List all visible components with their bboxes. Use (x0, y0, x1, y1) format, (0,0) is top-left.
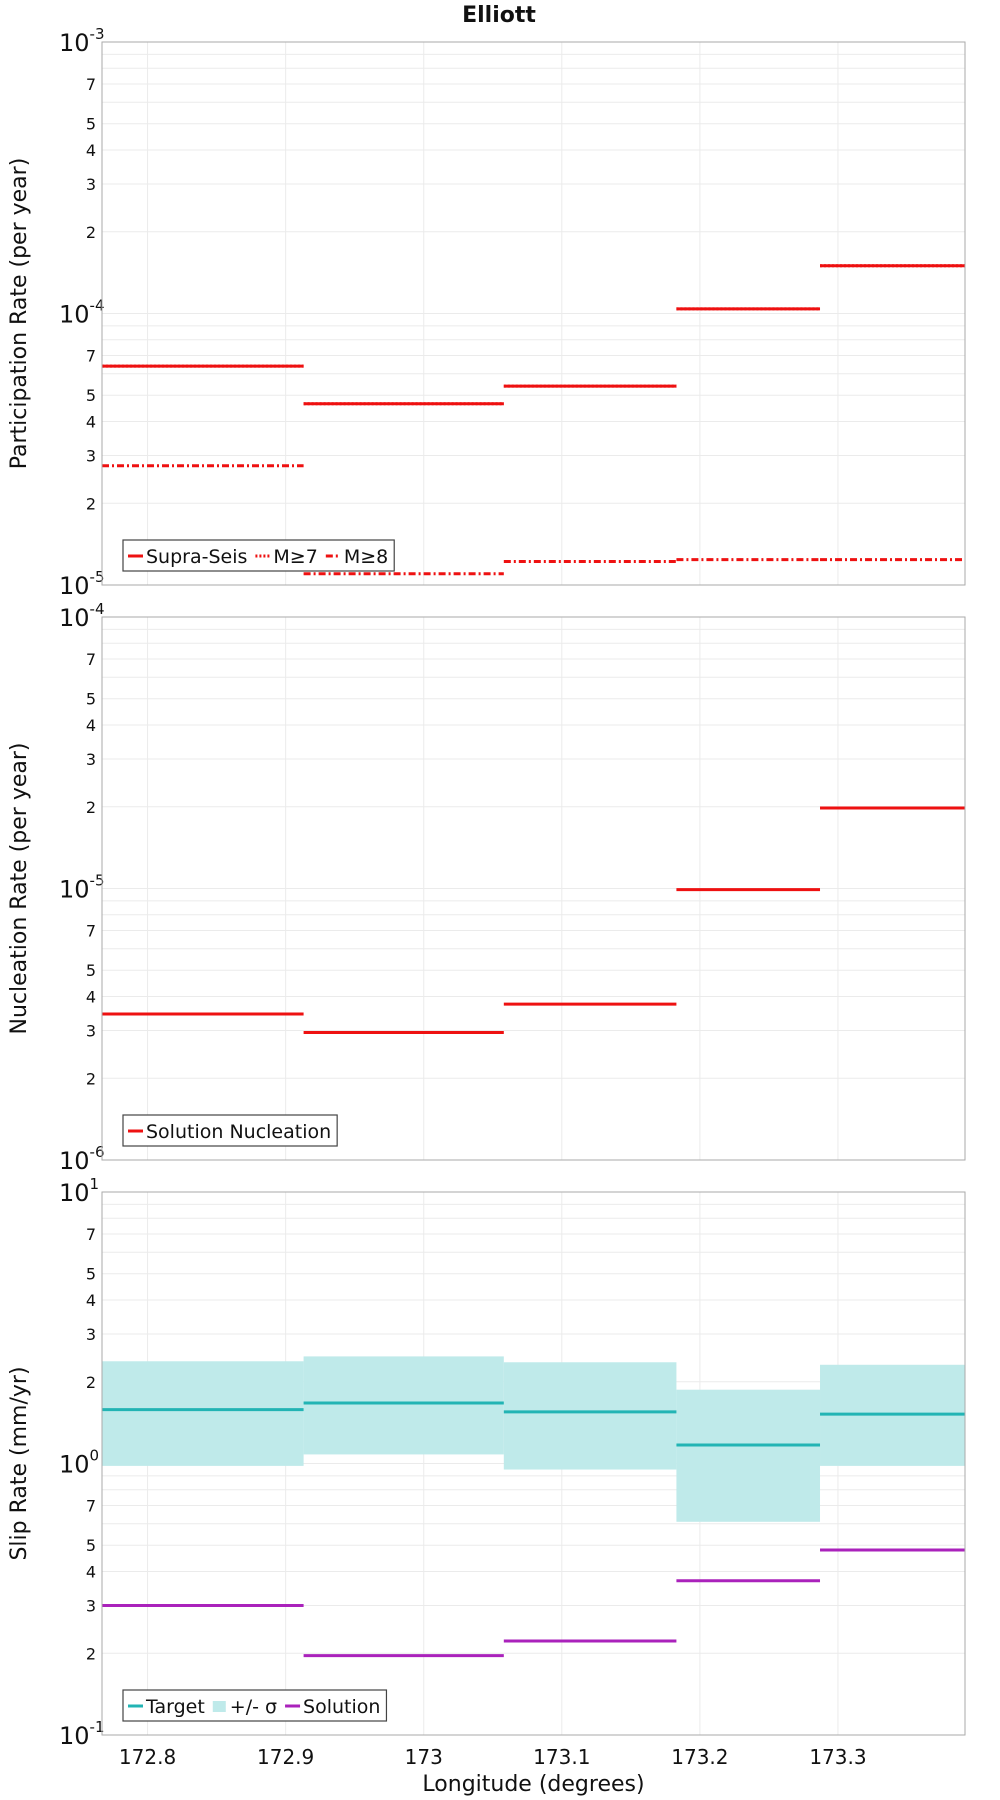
y-tick-label: 4 (86, 716, 96, 735)
y-tick-label: 3 (86, 750, 96, 769)
legend-swatch (212, 1701, 226, 1712)
legend-box (122, 539, 395, 572)
y-axis-label: Slip Rate (mm/yr) (7, 1366, 32, 1560)
y-axis-label: Participation Rate (per year) (7, 158, 32, 470)
y-tick-label-major: 100 (59, 1447, 99, 1479)
y-tick-label: 4 (86, 1563, 96, 1582)
y-tick-label: 5 (86, 690, 96, 709)
legend-item: Target (128, 1696, 205, 1718)
plot-frame (101, 41, 966, 586)
y-tick-label: 4 (86, 141, 96, 160)
y-tick-label-major: 10-4 (59, 297, 105, 329)
y-tick-label: 7 (86, 75, 96, 94)
y-tick-label: 2 (86, 223, 96, 242)
y-tick-label-major: 10-4 (59, 600, 105, 632)
legend-item: M≥8 (325, 546, 388, 568)
legend-item: Supra-Seis (128, 546, 247, 568)
y-tick-label: 7 (86, 650, 96, 669)
legend-item: M≥7 (255, 546, 318, 568)
panel-nucleation: 2 3 4 5 7 2 3 4 5 7 10-6 10-5 10-4 Nucleation Rate (p… (7, 600, 966, 1175)
legend-item: Solution (285, 1696, 380, 1718)
y-tick-label: 2 (86, 1644, 96, 1663)
y-tick-label: 5 (86, 961, 96, 980)
band-segment (503, 1362, 677, 1470)
x-tick-label: 172.9 (257, 1745, 314, 1769)
y-tick-label: 7 (86, 1225, 96, 1244)
legend-label: +/- σ (230, 1696, 277, 1718)
chart-title: Elliott (462, 3, 536, 28)
legend: Target +/- σ Solution (122, 1689, 388, 1722)
y-tick-label: 3 (86, 1596, 96, 1615)
y-tick-label: 3 (86, 446, 96, 465)
y-tick-label: 4 (86, 988, 96, 1007)
band-segment (102, 1361, 304, 1466)
x-tick-label: 173.1 (533, 1745, 590, 1769)
band-segment (303, 1356, 504, 1455)
legend-item: Solution Nucleation (128, 1121, 331, 1143)
legend-label: Solution Nucleation (146, 1121, 331, 1143)
y-tick-label: 4 (86, 1291, 96, 1310)
y-tick-label: 5 (86, 1265, 96, 1284)
y-tick-label-major: 10-5 (59, 872, 105, 904)
y-tick-label: 7 (86, 922, 96, 941)
y-tick-label: 4 (86, 413, 96, 432)
y-axis-label: Nucleation Rate (per year) (7, 743, 32, 1035)
legend-label: Supra-Seis (146, 546, 247, 568)
band-segment (676, 1389, 821, 1522)
x-axis-label: Longitude (degrees) (422, 1772, 644, 1797)
x-tick-label: 172.8 (119, 1745, 176, 1769)
y-tick-label: 5 (86, 386, 96, 405)
y-tick-label: 5 (86, 115, 96, 134)
legend-label: Target (145, 1696, 205, 1718)
y-tick-label-major: 10-5 (59, 568, 105, 600)
x-tick-label: 173.3 (809, 1745, 866, 1769)
x-tick-label: 173.2 (671, 1745, 728, 1769)
y-tick-label: 3 (86, 1021, 96, 1040)
x-tick-label: 173 (405, 1745, 443, 1769)
y-tick-label: 3 (86, 175, 96, 194)
y-tick-label: 2 (86, 798, 96, 817)
legend-label: M≥7 (273, 546, 317, 568)
legend-box (122, 1689, 388, 1722)
y-tick-label: 7 (86, 1497, 96, 1516)
legend: Supra-Seis M≥7 M≥8 (122, 539, 395, 572)
y-tick-label: 2 (86, 494, 96, 513)
y-tick-label-major: 10-1 (59, 1718, 105, 1750)
legend-label: Solution (303, 1696, 380, 1718)
panel-slip: 2 3 4 5 7 2 3 4 5 7 10-1 100 101 Slip Rate (mm/yr) Tar… (7, 1175, 966, 1797)
panel-participation: 2 3 4 5 7 2 3 4 5 7 10-5 10-4 10-3 Participation Rate… (7, 25, 966, 600)
y-tick-label-major: 10-3 (59, 25, 105, 57)
y-tick-label: 2 (86, 1069, 96, 1088)
y-tick-label: 2 (86, 1373, 96, 1392)
y-tick-label: 7 (86, 347, 96, 366)
legend: Solution Nucleation (122, 1114, 338, 1147)
y-tick-label: 3 (86, 1325, 96, 1344)
plot-frame (101, 616, 966, 1161)
y-tick-label-major: 101 (59, 1175, 99, 1207)
legend-item: +/- σ (212, 1696, 277, 1718)
legend-label: M≥8 (344, 546, 388, 568)
y-tick-label-major: 10-6 (59, 1143, 105, 1175)
y-tick-label: 5 (86, 1536, 96, 1555)
plot-frame (101, 1191, 966, 1736)
legend-box (122, 1114, 338, 1147)
